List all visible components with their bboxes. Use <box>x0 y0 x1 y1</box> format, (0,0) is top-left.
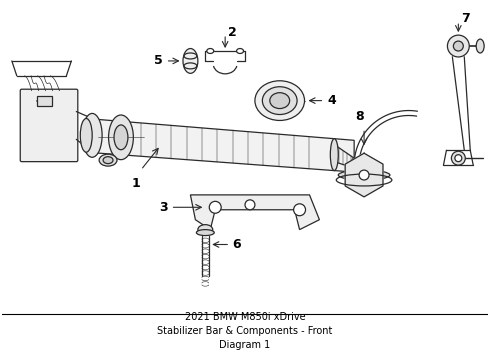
Polygon shape <box>337 147 354 168</box>
Ellipse shape <box>447 35 469 57</box>
Ellipse shape <box>109 115 133 159</box>
Text: 5: 5 <box>154 54 163 67</box>
Ellipse shape <box>196 230 214 235</box>
Bar <box>37 96 51 105</box>
Ellipse shape <box>82 113 102 157</box>
Ellipse shape <box>453 41 464 51</box>
Text: 4: 4 <box>327 94 336 107</box>
Ellipse shape <box>103 157 113 164</box>
Ellipse shape <box>99 154 117 166</box>
Ellipse shape <box>245 200 255 210</box>
Text: 2: 2 <box>228 26 237 39</box>
Ellipse shape <box>330 139 338 171</box>
Ellipse shape <box>183 49 198 73</box>
Text: 3: 3 <box>159 201 168 214</box>
FancyBboxPatch shape <box>20 89 78 162</box>
Ellipse shape <box>237 49 244 54</box>
Text: 1: 1 <box>131 177 140 190</box>
Ellipse shape <box>207 49 214 54</box>
Ellipse shape <box>209 201 221 213</box>
Ellipse shape <box>255 81 305 121</box>
Text: 7: 7 <box>461 12 470 25</box>
Ellipse shape <box>455 155 462 162</box>
Ellipse shape <box>338 170 390 180</box>
Ellipse shape <box>476 39 484 53</box>
Ellipse shape <box>114 125 128 150</box>
Ellipse shape <box>270 93 290 109</box>
Text: 2021 BMW M850i xDrive
Stabilizer Bar & Components - Front
Diagram 1: 2021 BMW M850i xDrive Stabilizer Bar & C… <box>157 312 333 350</box>
Ellipse shape <box>262 87 297 114</box>
Ellipse shape <box>359 170 369 180</box>
Ellipse shape <box>198 225 213 235</box>
Ellipse shape <box>351 158 357 168</box>
Text: 8: 8 <box>355 111 364 123</box>
Polygon shape <box>345 153 383 197</box>
Ellipse shape <box>451 151 466 165</box>
Ellipse shape <box>80 118 92 152</box>
Polygon shape <box>86 118 354 172</box>
Polygon shape <box>191 195 319 230</box>
Ellipse shape <box>294 204 306 216</box>
Text: 6: 6 <box>232 238 241 251</box>
